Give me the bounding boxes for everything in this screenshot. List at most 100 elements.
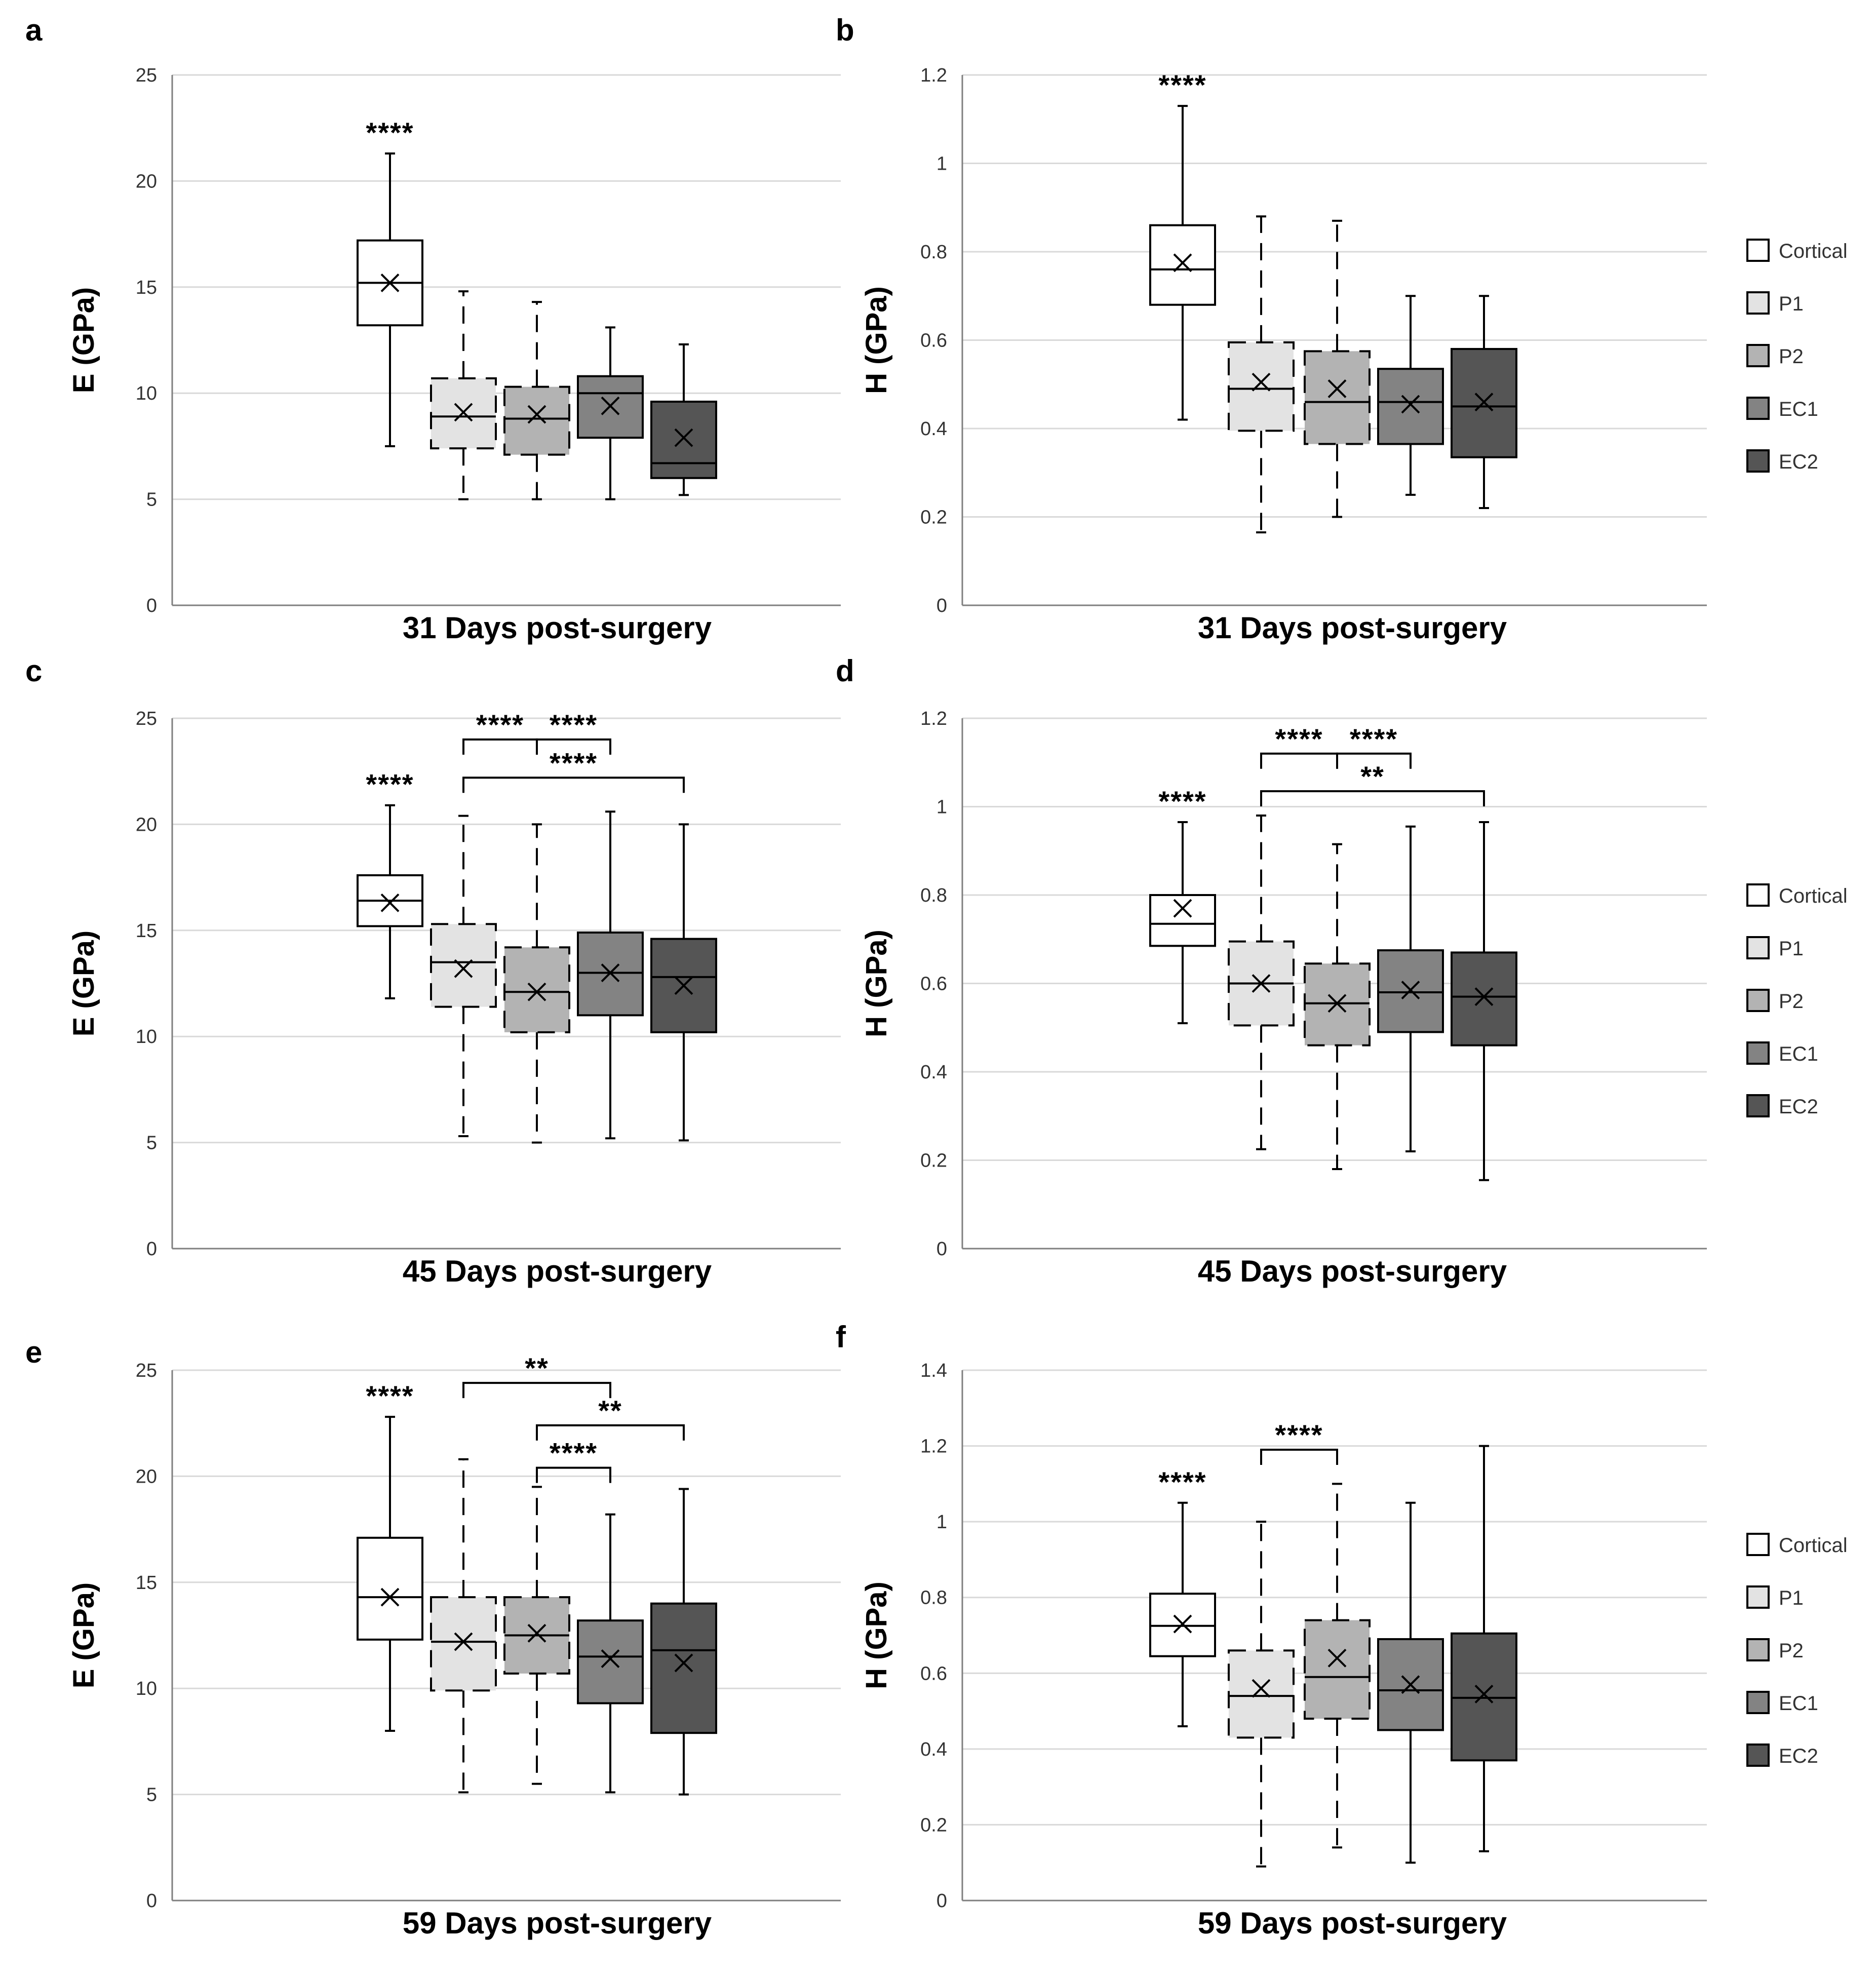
box-iqr	[1304, 1619, 1371, 1720]
legend-label: Cortical	[1779, 1534, 1848, 1557]
significance-label: ****	[366, 768, 414, 800]
y-tick-label: 20	[136, 814, 157, 835]
y-tick-label: 0.2	[920, 1814, 947, 1836]
legend-swatch	[1746, 1585, 1770, 1609]
box-iqr	[1228, 1649, 1295, 1739]
box-iqr	[1451, 951, 1517, 1047]
box-Cortical	[1149, 105, 1216, 421]
legend: Cortical P1 P2 EC1 EC2	[1746, 239, 1848, 473]
box-P1	[430, 815, 497, 1138]
legend-label: EC1	[1779, 1692, 1818, 1715]
y-axis-label: H (GPa)	[860, 286, 893, 394]
legend-label: P2	[1779, 990, 1804, 1013]
mean-marker	[527, 1623, 546, 1643]
mean-marker	[380, 274, 400, 292]
box-P2	[1304, 219, 1371, 518]
y-axis-label: E (GPa)	[67, 1582, 100, 1689]
box-iqr	[1304, 350, 1371, 445]
bracket-line	[536, 1424, 685, 1441]
y-tick-label: 15	[136, 920, 157, 942]
legend-label: EC1	[1779, 398, 1818, 420]
significance-bracket: ****	[536, 1437, 611, 1483]
legend-label: Cortical	[1779, 885, 1848, 907]
bracket-label: ****	[1275, 1419, 1323, 1451]
legend-label: P1	[1779, 293, 1804, 315]
mean-marker	[601, 963, 620, 982]
x-axis-label: 31 Days post-surgery	[1198, 611, 1507, 645]
mean-marker	[527, 982, 546, 1001]
box-iqr	[1149, 894, 1216, 947]
legend-label: EC2	[1779, 1096, 1818, 1118]
box-EC2	[1451, 1445, 1517, 1852]
y-tick-label: 1.2	[920, 1436, 947, 1457]
mean-marker	[454, 1632, 473, 1651]
y-tick-label: 15	[136, 1572, 157, 1594]
panel-c: c 0 5 10 15 20 25 E (GPa) 45 Days post-surgery **…	[25, 654, 841, 1288]
panel-d: d 0 0.2 0.4 0.6 0.8 1 1.2 H (GPa) 45 Days post-su…	[836, 654, 1848, 1288]
bracket-label: ****	[550, 709, 598, 741]
legend-swatch	[1746, 883, 1770, 907]
significance-bracket: ****	[1260, 723, 1338, 769]
box-iqr	[430, 923, 497, 1008]
mean-marker	[601, 396, 620, 415]
y-tick-label: 1.2	[920, 65, 947, 86]
panel-letter: a	[25, 13, 43, 47]
significance-bracket: ****	[1260, 1419, 1338, 1465]
box-iqr	[577, 1619, 644, 1704]
mean-marker	[1252, 974, 1271, 993]
legend-label: EC1	[1779, 1043, 1818, 1065]
y-tick-label: 0.2	[920, 507, 947, 528]
box-Cortical	[357, 804, 423, 999]
box-P2	[1304, 1483, 1371, 1849]
bracket-line	[462, 1382, 611, 1399]
box-P2	[503, 301, 570, 500]
mean-marker	[674, 1653, 693, 1673]
legend-label: P2	[1779, 1640, 1804, 1662]
legend-label: EC2	[1779, 451, 1818, 473]
legend-swatch	[1746, 1041, 1770, 1065]
legend-swatch	[1746, 1094, 1770, 1117]
y-tick-label: 20	[136, 1466, 157, 1487]
bracket-label: ****	[1275, 723, 1323, 755]
bracket-label: ****	[476, 709, 524, 741]
legend-swatch	[1746, 1691, 1770, 1714]
box-P2	[503, 1486, 570, 1785]
box-EC1	[577, 810, 644, 1140]
mean-marker	[1173, 1614, 1192, 1634]
y-tick-label: 0.8	[920, 1587, 947, 1609]
y-tick-label: 10	[136, 1678, 157, 1699]
significance-label: ****	[366, 117, 414, 148]
y-tick-label: 5	[146, 489, 157, 511]
mean-marker	[1401, 981, 1420, 1000]
y-tick-label: 0.8	[920, 885, 947, 906]
legend-swatch	[1746, 936, 1770, 959]
legend-label: P1	[1779, 1587, 1804, 1609]
mean-marker	[1173, 253, 1192, 273]
box-EC2	[650, 1488, 717, 1796]
y-tick-label: 0.2	[920, 1150, 947, 1172]
x-axis-label: 31 Days post-surgery	[403, 611, 712, 645]
significance-bracket: ****	[536, 709, 611, 755]
box-Cortical	[1149, 821, 1216, 1025]
x-axis-label: 59 Days post-surgery	[403, 1906, 712, 1940]
box-Cortical	[357, 1416, 423, 1732]
panel-b: b 0 0.2 0.4 0.6 0.8 1 1.2 H (GPa) 31 Days post-su…	[836, 13, 1848, 645]
significance-bracket: ****	[1336, 723, 1412, 769]
panel-f: f 0 0.2 0.4 0.6 0.8 1 1.2 1.4 H (GPa) 59 Days post…	[836, 1320, 1848, 1940]
y-tick-label: 10	[136, 383, 157, 404]
mean-marker	[1252, 1679, 1271, 1698]
x-axis-label: 45 Days post-surgery	[403, 1254, 712, 1288]
y-tick-label: 25	[136, 1360, 157, 1381]
bracket-label: ****	[550, 1437, 598, 1469]
y-axis-label: E (GPa)	[67, 287, 100, 394]
panel-letter: d	[836, 654, 854, 688]
box-EC2	[650, 823, 717, 1142]
box-EC2	[1451, 821, 1517, 1181]
significance-bracket: **	[462, 1352, 611, 1399]
mean-marker	[1474, 987, 1494, 1006]
box-iqr	[1228, 341, 1295, 432]
y-tick-label: 1	[936, 797, 947, 818]
box-EC2	[1451, 295, 1517, 510]
y-tick-label: 1.2	[920, 708, 947, 729]
